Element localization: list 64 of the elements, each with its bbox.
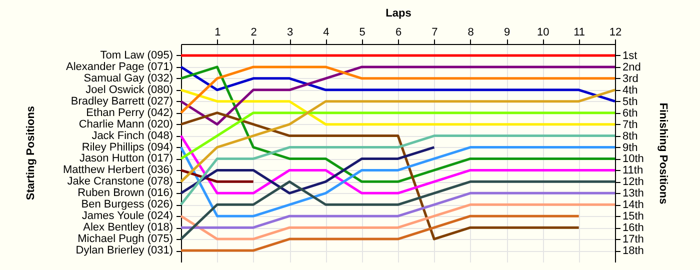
x-tick-label: 5: [359, 26, 366, 38]
x-tick-label: 11: [574, 26, 586, 38]
x-tick-label: 2: [250, 26, 257, 38]
series-label: Alexander Page (071): [66, 60, 173, 73]
line-series: [180, 134, 616, 194]
y-tick-label: 9th: [622, 142, 638, 154]
series-label: Jason Hutton (017): [79, 152, 173, 165]
y-axis-title: Finishing Positions: [656, 102, 669, 204]
y-tick-label: 16th: [622, 222, 644, 234]
series-label: Charlie Mann (020): [78, 118, 173, 130]
y-tick-label: 15th: [622, 210, 644, 223]
text: Starting Positions: [25, 106, 37, 200]
series-label: Joel Oswick (080): [86, 84, 173, 96]
line-series: [180, 146, 616, 218]
x-tick-label: 8: [468, 26, 474, 38]
series-label: Riley Phillips (094): [82, 141, 173, 154]
x-tick-label: 3: [286, 26, 294, 38]
y-tick-label: 18th: [622, 245, 644, 258]
series-label: Samual Gay (032): [84, 72, 173, 84]
y-tick-label: 17th: [622, 234, 644, 246]
x-tick-label: 9: [504, 26, 510, 38]
y-tick-label: 11th: [622, 164, 644, 177]
series-label: Ethan Perry (042): [86, 106, 173, 119]
y-tick-label: 1st: [622, 50, 638, 62]
y-tick-label: 12th: [622, 176, 644, 188]
series-label: Ben Burgess (026): [81, 198, 173, 211]
x-tick-label: 12: [609, 26, 622, 38]
line-series: [180, 66, 616, 183]
y-tick-label: 8th: [622, 130, 638, 142]
y-tick-label: 5th: [622, 96, 638, 108]
y-tick-label: 4th: [622, 84, 638, 96]
x-tick-label: 1: [214, 26, 221, 38]
y-tick-label: 6th: [622, 107, 638, 120]
series-label: James Youle (024): [82, 210, 173, 222]
x-tick-label: 10: [537, 26, 550, 38]
series-label: Jack Finch (048): [92, 130, 173, 142]
y-tick-label: 14th: [622, 199, 644, 212]
series-label: Ruben Brown (016): [78, 187, 173, 200]
line-series: [180, 192, 616, 229]
y-tick-label: 13th: [622, 188, 644, 200]
x-tick-label: 6: [395, 26, 402, 38]
x-tick-label: 4: [323, 26, 330, 38]
line-series: [180, 214, 580, 252]
x-tick-label: 7: [432, 26, 438, 38]
series-label: Jake Cranstone (078): [67, 176, 173, 188]
series-label: Dylan Brierley (031): [76, 244, 173, 257]
series-label: Matthew Herbert (036): [62, 164, 173, 176]
y-tick-label: 3rd: [622, 72, 638, 85]
x-axis-title: Laps: [386, 8, 412, 20]
line-series: [180, 66, 616, 126]
series-label: Tom Law (095): [100, 49, 173, 62]
line-series: [180, 146, 436, 194]
y-tick-label: 7th: [622, 118, 638, 131]
y-tick-label: 10th: [622, 153, 644, 166]
line-series: [180, 88, 616, 183]
line-series: [180, 66, 616, 103]
line-series: [180, 134, 616, 206]
line-series: [180, 180, 616, 240]
y-tick-label: 2nd: [622, 61, 641, 74]
series-label: Alex Bentley (018): [83, 222, 173, 234]
series-label: Michael Pugh (075): [78, 233, 173, 246]
series-label: Bradley Barrett (027): [70, 95, 173, 108]
line-series: [180, 112, 580, 240]
line-series: [180, 203, 616, 240]
